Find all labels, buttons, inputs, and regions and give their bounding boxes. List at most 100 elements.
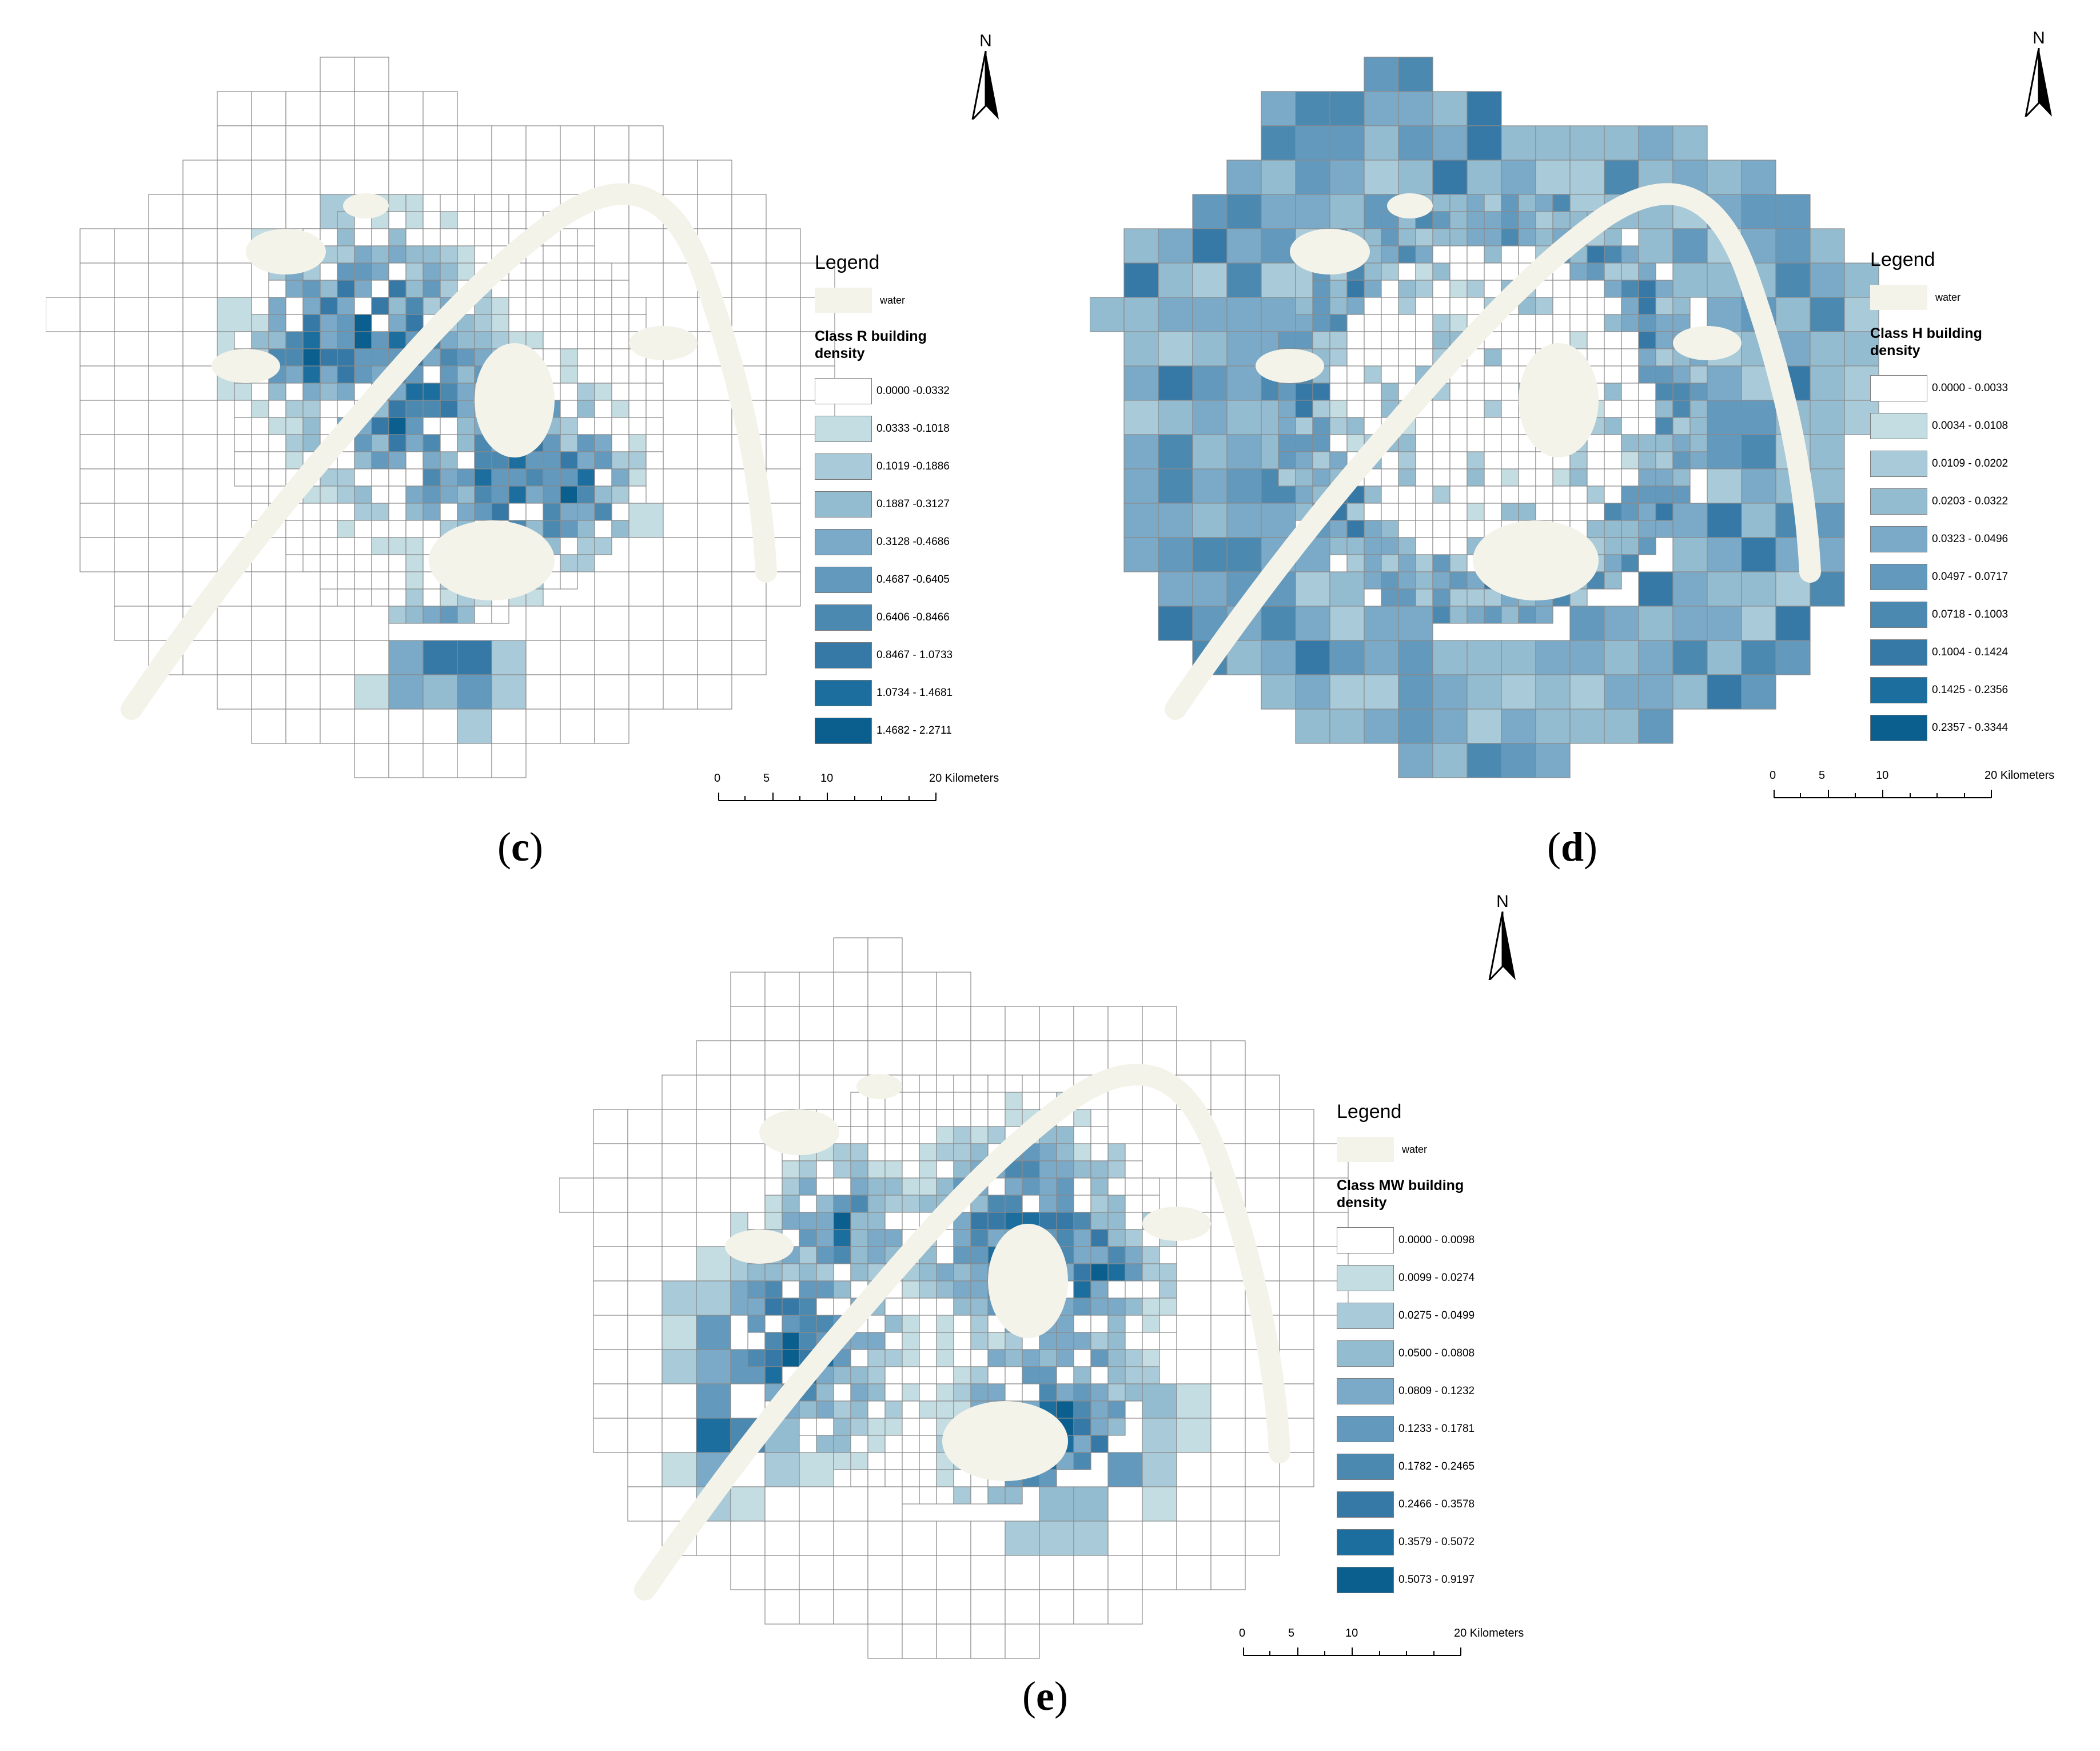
map-cell <box>1604 674 1639 710</box>
map-cell <box>1295 400 1313 418</box>
map-cell <box>1638 314 1656 332</box>
scale-bar-line <box>718 793 937 801</box>
map-cell <box>628 314 647 332</box>
map-cell <box>1604 331 1622 349</box>
map-cell <box>867 1521 903 1556</box>
map-cell <box>1056 1177 1074 1196</box>
map-cell <box>1158 262 1193 298</box>
map-cell <box>970 1109 989 1127</box>
map-cell <box>1398 348 1416 367</box>
map-cell <box>902 1280 920 1299</box>
map-cell <box>1176 1418 1212 1453</box>
map-cell <box>663 503 698 538</box>
map-cell <box>354 228 372 246</box>
map-cell <box>1484 417 1502 435</box>
map-cell <box>268 280 286 298</box>
map-cell <box>1604 383 1622 401</box>
map-cell <box>696 1177 731 1213</box>
map-cell <box>1261 297 1296 332</box>
map-cell <box>525 709 561 744</box>
map-cell <box>1056 1332 1074 1350</box>
map-cell <box>867 1332 886 1350</box>
map-cell <box>1381 297 1399 315</box>
map-cell <box>970 1126 989 1144</box>
map-cell <box>1159 1263 1177 1282</box>
map-cell <box>919 1469 937 1487</box>
map-cell <box>457 160 492 195</box>
lake-shape <box>725 1229 794 1264</box>
map-cell <box>902 1006 937 1041</box>
map-cell <box>405 400 424 418</box>
map-cell <box>1107 1486 1143 1522</box>
legend-swatch <box>1870 602 1927 628</box>
map-cell <box>1005 1589 1040 1625</box>
map-cell <box>799 1452 834 1487</box>
map-cell <box>816 1435 834 1453</box>
map-cell <box>1741 160 1776 195</box>
map-cell <box>577 417 595 435</box>
map-cell <box>1741 571 1776 607</box>
legend-class-label: 0.0718 - 0.1003 <box>1932 608 2009 620</box>
map-cell <box>1398 160 1433 195</box>
map-cell <box>628 125 664 161</box>
map-cell <box>337 331 355 349</box>
map-cell <box>1467 640 1502 675</box>
map-cell <box>114 228 149 264</box>
map-cell <box>987 1332 1006 1350</box>
map-cell <box>1398 91 1433 126</box>
map-cell <box>884 1109 903 1127</box>
map-cell <box>423 485 441 504</box>
map-cell <box>525 297 544 315</box>
map-cell <box>1226 400 1262 435</box>
map-cell <box>627 1246 663 1282</box>
map-cell <box>800 331 835 367</box>
map-cell <box>1484 365 1502 384</box>
legend-class-label: 0.8467 - 1.0733 <box>876 649 953 661</box>
map-cell <box>764 1212 783 1230</box>
map-cell <box>953 1143 971 1161</box>
map-cell <box>766 262 801 298</box>
map-cell <box>1569 331 1588 349</box>
map-cell <box>764 1452 800 1487</box>
map-cell <box>1226 365 1262 401</box>
map-cell <box>645 383 664 401</box>
map-cell <box>1364 297 1382 315</box>
map-cell <box>1381 468 1399 487</box>
map-cell <box>1090 1246 1109 1264</box>
map-cell <box>1398 331 1416 349</box>
legend-swatch <box>815 680 872 706</box>
map-cell <box>114 262 149 298</box>
map-cell <box>457 468 475 487</box>
map-cell <box>799 1280 817 1299</box>
map-cell <box>1672 297 1691 315</box>
map-cell <box>1159 1298 1177 1316</box>
map-cell <box>1142 1246 1160 1264</box>
map-cell <box>423 606 441 624</box>
scale-bar: 0 5 10 20 Kilometers <box>714 772 999 812</box>
map-cell <box>1005 1075 1023 1093</box>
map-cell <box>1569 160 1605 195</box>
map-cell <box>833 1280 851 1299</box>
map-cell <box>1107 1246 1126 1264</box>
map-cell <box>1604 485 1622 504</box>
lake-shape <box>942 1401 1068 1481</box>
map-cell <box>1604 262 1622 281</box>
map-cell <box>1295 451 1313 469</box>
map-cell <box>1381 383 1399 401</box>
map-cell <box>902 1452 920 1470</box>
map-cell <box>884 1400 903 1419</box>
map-cell <box>1073 1298 1091 1316</box>
map-cell <box>1329 537 1348 555</box>
map-cell <box>1467 383 1485 401</box>
map-cell <box>1278 383 1296 401</box>
map-cell <box>1364 160 1399 195</box>
map-cell <box>1432 709 1468 744</box>
map-cell <box>491 606 509 624</box>
map-cell <box>268 468 286 487</box>
lake-shape <box>429 520 555 600</box>
map-cell <box>285 331 304 349</box>
panel-label-e: (e) <box>1022 1673 1068 1719</box>
map-cell <box>354 348 372 367</box>
lake-shape <box>343 193 389 218</box>
map-cell <box>1073 1452 1091 1470</box>
